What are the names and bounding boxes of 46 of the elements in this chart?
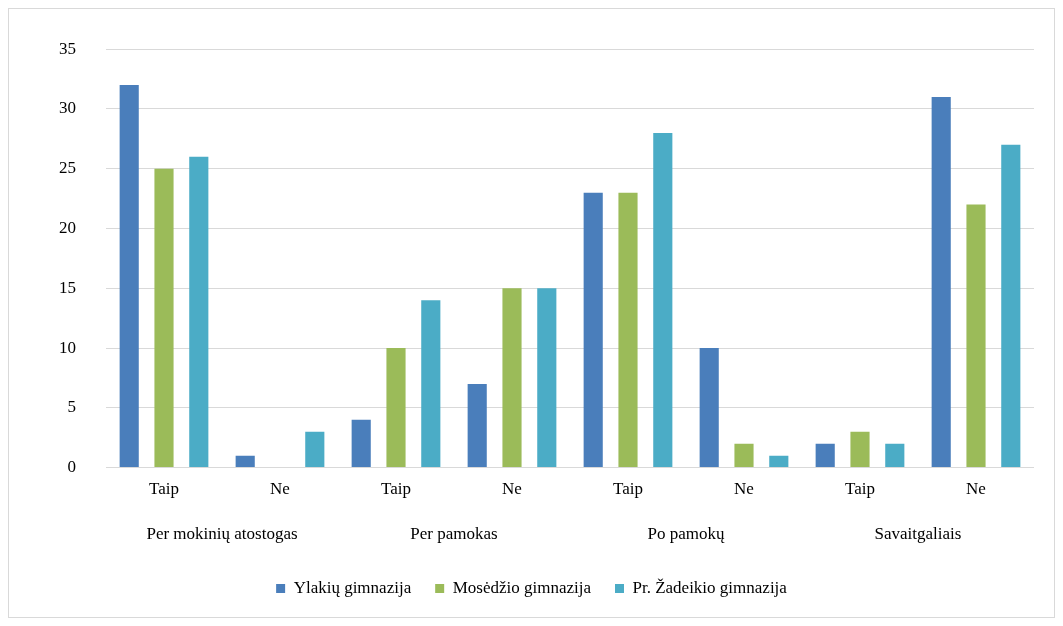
bar [734, 443, 754, 468]
bar [421, 300, 441, 468]
bar [351, 419, 371, 468]
y-tick-label: 0 [67, 457, 76, 477]
text: Po pamokų [647, 523, 725, 543]
y-tick-label: 5 [67, 397, 76, 417]
legend-label: Ylakių gimnazija [293, 577, 412, 597]
bar [467, 383, 487, 468]
bar [815, 443, 835, 468]
bar [653, 132, 673, 468]
text: Per mokinių atostogas [146, 523, 298, 543]
text: Per pamokas [410, 523, 498, 543]
bar [154, 168, 174, 468]
x-tick-label: Taip [381, 479, 411, 499]
y-tick-label: 25 [59, 158, 76, 178]
bar [386, 348, 406, 468]
x-tick-label: Ne [734, 479, 754, 499]
y-tick-label: 20 [59, 217, 76, 237]
y-tick-label: 30 [59, 98, 76, 118]
x-tick-label: Taip [845, 479, 875, 499]
x-tick-label: Ne [270, 479, 290, 499]
text: Savaitgaliais [874, 523, 962, 543]
x-tick-label: Taip [149, 479, 179, 499]
y-tick-label: 10 [59, 337, 76, 357]
legend-label: Mosėdžio gimnazija [452, 577, 592, 597]
y-tick-label: 15 [59, 277, 76, 297]
x-tick-label: Taip [613, 479, 643, 499]
legend-label: Pr. Žadeikio gimnazija [632, 577, 788, 597]
bar [931, 97, 951, 468]
bar [537, 288, 557, 468]
y-tick-label: 35 [59, 38, 76, 58]
bar [966, 204, 986, 468]
bar [699, 348, 719, 468]
bar [235, 455, 255, 468]
x-tick-label: Ne [966, 479, 986, 499]
bar [502, 288, 522, 468]
bar [189, 156, 209, 468]
x-tick-label: Ne [502, 479, 522, 499]
bar [769, 455, 789, 468]
bar [305, 431, 325, 468]
bar [618, 192, 638, 468]
bar [1001, 144, 1021, 468]
bar [850, 431, 870, 468]
bar [885, 443, 905, 468]
bar [583, 192, 603, 468]
bar [119, 85, 139, 468]
